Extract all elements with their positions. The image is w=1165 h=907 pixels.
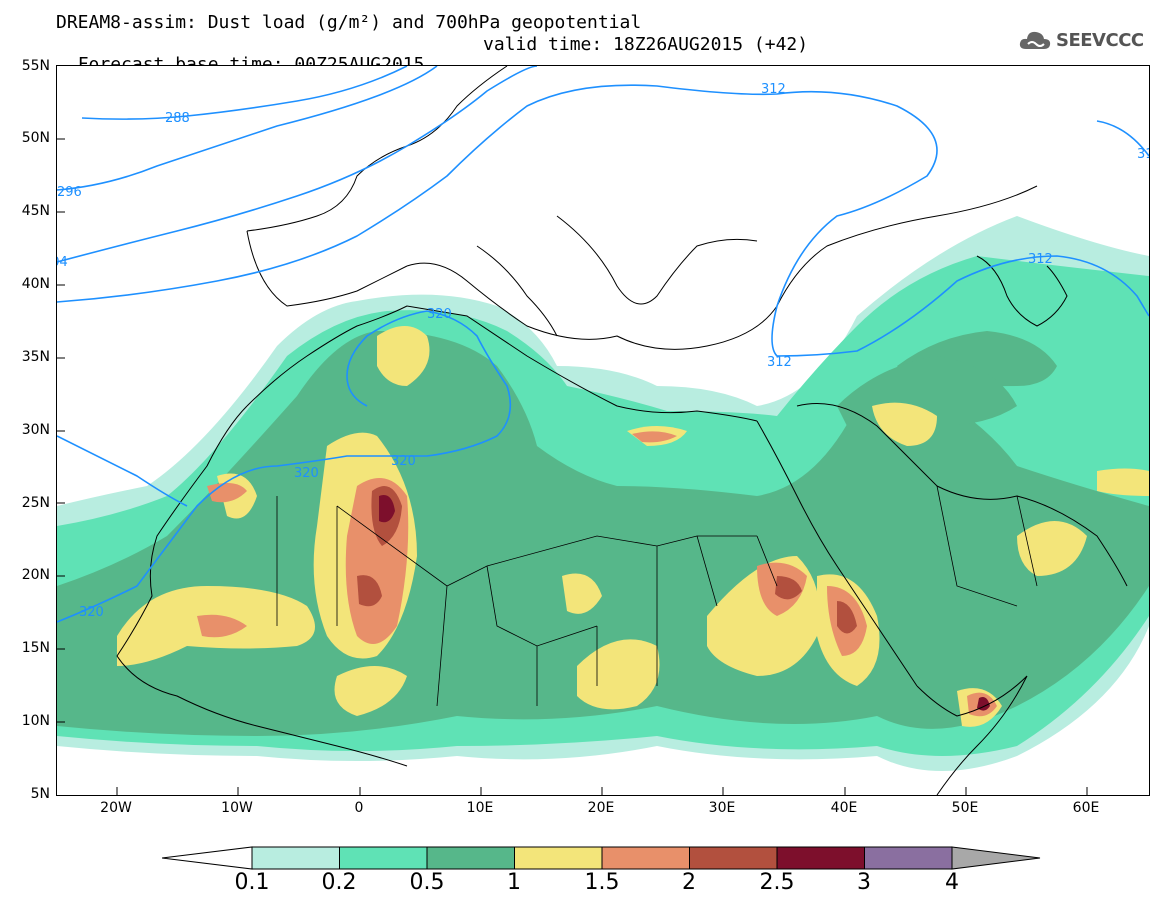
lon-label: 10W — [221, 800, 253, 816]
coastline-horn-africa — [916, 675, 1028, 795]
colorbar-label: 1.5 — [584, 870, 620, 895]
dust-band-1 — [334, 666, 407, 716]
dust-band-1 — [577, 639, 660, 710]
colorbar-label: 0.1 — [234, 870, 270, 895]
lat-label: 10N — [21, 713, 50, 729]
lat-label: 35N — [21, 349, 50, 365]
contour-label: 288 — [165, 111, 190, 126]
contour-296 — [57, 66, 438, 191]
border-lines — [276, 485, 1038, 707]
colorbar-svg — [161, 846, 1041, 870]
dust-band-2.5 — [379, 495, 395, 523]
coastline-italy — [476, 245, 558, 337]
lat-label: 5N — [30, 786, 50, 802]
coastline-red-sea — [756, 420, 918, 687]
lat-label: 25N — [21, 495, 50, 511]
cloud-icon — [1019, 31, 1051, 49]
contour-label: 312 — [1028, 252, 1053, 267]
contour-label: 304 — [57, 255, 68, 270]
lon-label: 20W — [100, 800, 132, 816]
coastline-arabia — [796, 403, 1128, 587]
contour-label: 296 — [57, 185, 82, 200]
contour-label: 320 — [391, 454, 416, 469]
dust-map: 288 296 304 312 312 312 312 320 320 320 … — [56, 65, 1150, 796]
lat-label: 40N — [21, 276, 50, 292]
colorbar-swatch — [426, 846, 515, 870]
dust-field — [57, 216, 1149, 771]
valid-time: valid time: 18Z26AUG2015 (+42) — [483, 34, 809, 55]
colorbar-label: 4 — [945, 870, 959, 895]
lon-label: 30E — [708, 800, 736, 816]
contour-label: 312 — [1137, 147, 1149, 162]
colorbar-swatch — [601, 846, 690, 870]
lat-label: 15N — [21, 640, 50, 656]
colorbar-label: 2.5 — [759, 870, 795, 895]
dust-band-2.5 — [977, 697, 990, 711]
colorbar — [161, 845, 1042, 875]
logo-text: SEEVCCC — [1056, 29, 1144, 51]
lat-label: 30N — [21, 422, 50, 438]
colorbar-swatch — [251, 846, 340, 870]
colorbar-label: 0.2 — [321, 870, 357, 895]
contour-320-b — [57, 435, 188, 507]
coastlines-borders — [116, 66, 1128, 795]
contour-label: 320 — [294, 466, 319, 481]
contour-label: 312 — [767, 355, 792, 370]
map-title: DREAM8-assim: Dust load (g/m²) and 700hP… — [56, 12, 642, 33]
colorbar-label: 0.5 — [409, 870, 445, 895]
colorbar-swatch — [689, 846, 778, 870]
colorbar-label: 1 — [507, 870, 521, 895]
contour-label: 312 — [761, 82, 786, 97]
coastline-iberia — [246, 230, 408, 307]
coastline-north-africa — [246, 305, 758, 422]
contour-288 — [81, 66, 408, 120]
axis-ticks — [57, 138, 1088, 795]
dust-band-1 — [562, 573, 602, 614]
colorbar-label: 3 — [857, 870, 871, 895]
coastline-caspian — [976, 255, 1068, 327]
geopotential-contours — [57, 66, 1149, 623]
dust-band-1.5 — [632, 431, 677, 443]
coastline-west-africa — [116, 405, 408, 767]
lat-label: 55N — [21, 58, 50, 74]
lon-label: 10E — [466, 800, 494, 816]
dust-band-2 — [837, 601, 857, 634]
contour-320 — [57, 310, 512, 623]
colorbar-swatch — [864, 846, 953, 870]
lon-label: 0 — [354, 800, 364, 816]
lat-label: 20N — [21, 567, 50, 583]
lon-label: 50E — [951, 800, 979, 816]
seevccc-logo: SEEVCCC — [1018, 26, 1144, 54]
contour-312-east — [1096, 120, 1149, 157]
dust-band-2 — [357, 575, 382, 607]
lat-label: 50N — [21, 130, 50, 146]
coastline-europe — [246, 66, 508, 232]
colorbar-swatch — [776, 846, 865, 870]
coastline-balkans — [556, 215, 758, 305]
dust-band-2 — [775, 576, 802, 600]
dust-band-1 — [377, 326, 430, 386]
contour-label: 320 — [79, 605, 104, 620]
contour-304 — [57, 66, 538, 263]
contour-312-north — [57, 84, 1149, 357]
colorbar-swatch — [339, 846, 428, 870]
lon-label: 60E — [1072, 800, 1100, 816]
contour-labels: 288 296 304 312 312 312 312 320 320 320 … — [57, 82, 1149, 620]
colorbar-arrow-high — [951, 846, 1041, 870]
lon-label: 40E — [830, 800, 858, 816]
colorbar-swatch — [514, 846, 603, 870]
map-canvas: 288 296 304 312 312 312 312 320 320 320 … — [57, 66, 1149, 795]
lat-label: 45N — [21, 203, 50, 219]
dust-band-1.5 — [197, 614, 247, 638]
lon-label: 20E — [587, 800, 615, 816]
dust-band-1 — [1017, 521, 1087, 576]
contour-label: 320 — [427, 307, 452, 322]
colorbar-label: 2 — [682, 870, 696, 895]
colorbar-arrow-low — [161, 846, 253, 870]
coastline-mediterranean — [406, 185, 1038, 350]
dust-band-1 — [1097, 468, 1149, 496]
dust-band-1 — [872, 402, 937, 446]
